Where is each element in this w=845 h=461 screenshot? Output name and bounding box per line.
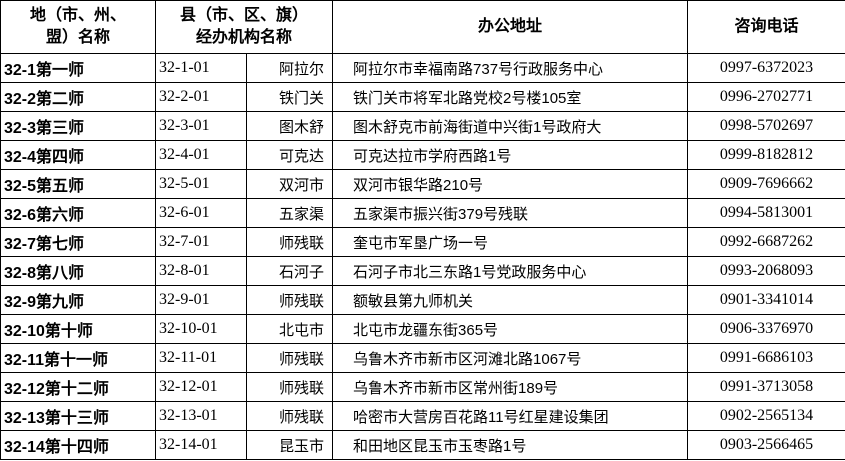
address-cell: 铁门关市将军北路党校2号楼105室 xyxy=(332,82,689,112)
address-cell: 乌鲁木齐市新市区河滩北路1067号 xyxy=(332,343,689,373)
region-cell: 32-7第七师 xyxy=(0,227,156,257)
code-cell: 32-14-01 xyxy=(155,430,247,460)
phone-cell: 0903-2566465 xyxy=(687,430,845,460)
table-row: 32-13第十三师 32-13-01 师残联 哈密市大营房百花路11号红星建设集团 09… xyxy=(0,401,845,431)
code-cell: 32-1-01 xyxy=(155,53,247,83)
agency-cell: 师残联 xyxy=(245,401,334,431)
header-region: 地（市、州、 盟）名称 xyxy=(0,0,156,54)
agency-cell: 师残联 xyxy=(245,372,334,402)
table-row: 32-11第十一师 32-11-01 师残联 乌鲁木齐市新市区河滩北路1067号 099… xyxy=(0,343,845,373)
agency-cell: 师残联 xyxy=(245,227,334,257)
header-address: 办公地址 xyxy=(332,0,689,54)
agency-cell: 图木舒 xyxy=(245,111,334,141)
agency-cell: 师残联 xyxy=(245,285,334,315)
table-row: 32-7第七师 32-7-01 师残联 奎屯市军垦广场一号 0992-6687262 xyxy=(0,227,845,257)
phone-cell: 0991-6686103 xyxy=(687,343,845,373)
region-cell: 32-5第五师 xyxy=(0,169,156,199)
region-cell: 32-14第十四师 xyxy=(0,430,156,460)
agency-cell: 北屯市 xyxy=(245,314,334,344)
region-cell: 32-6第六师 xyxy=(0,198,156,228)
region-cell: 32-10第十师 xyxy=(0,314,156,344)
phone-cell: 0992-6687262 xyxy=(687,227,845,257)
table-row: 32-4第四师 32-4-01 可克达 可克达拉市学府西路1号 0999-8182812 xyxy=(0,140,845,170)
header-row: 地（市、州、 盟）名称 县（市、区、旗） 经办机构名称 办公地址 咨询电话 xyxy=(0,0,845,54)
phone-cell: 0996-2702771 xyxy=(687,82,845,112)
phone-cell: 0998-5702697 xyxy=(687,111,845,141)
table-row: 32-2第二师 32-2-01 铁门关 铁门关市将军北路党校2号楼105室 0996-2… xyxy=(0,82,845,112)
region-cell: 32-1第一师 xyxy=(0,53,156,83)
code-cell: 32-10-01 xyxy=(155,314,247,344)
phone-cell: 0909-7696662 xyxy=(687,169,845,199)
code-cell: 32-9-01 xyxy=(155,285,247,315)
region-cell: 32-12第十二师 xyxy=(0,372,156,402)
table-row: 32-3第三师 32-3-01 图木舒 图木舒克市前海街道中兴街1号政府大 0998-5… xyxy=(0,111,845,141)
region-cell: 32-3第三师 xyxy=(0,111,156,141)
code-cell: 32-4-01 xyxy=(155,140,247,170)
agency-cell: 五家渠 xyxy=(245,198,334,228)
address-cell: 图木舒克市前海街道中兴街1号政府大 xyxy=(332,111,689,141)
table-row: 32-1第一师 32-1-01 阿拉尔 阿拉尔市幸福南路737号行政服务中心 0997-… xyxy=(0,53,845,83)
agency-cell: 可克达 xyxy=(245,140,334,170)
address-cell: 双河市银华路210号 xyxy=(332,169,689,199)
phone-cell: 0999-8182812 xyxy=(687,140,845,170)
phone-cell: 0991-3713058 xyxy=(687,372,845,402)
phone-cell: 0902-2565134 xyxy=(687,401,845,431)
phone-cell: 0901-3341014 xyxy=(687,285,845,315)
agency-cell: 师残联 xyxy=(245,343,334,373)
code-cell: 32-7-01 xyxy=(155,227,247,257)
address-cell: 哈密市大营房百花路11号红星建设集团 xyxy=(332,401,689,431)
region-cell: 32-4第四师 xyxy=(0,140,156,170)
address-cell: 北屯市龙疆东街365号 xyxy=(332,314,689,344)
region-cell: 32-13第十三师 xyxy=(0,401,156,431)
code-cell: 32-2-01 xyxy=(155,82,247,112)
code-cell: 32-6-01 xyxy=(155,198,247,228)
code-cell: 32-8-01 xyxy=(155,256,247,286)
agency-cell: 石河子 xyxy=(245,256,334,286)
header-phone: 咨询电话 xyxy=(687,0,845,54)
region-cell: 32-8第八师 xyxy=(0,256,156,286)
table-row: 32-5第五师 32-5-01 双河市 双河市银华路210号 0909-7696662 xyxy=(0,169,845,199)
table-row: 32-12第十二师 32-12-01 师残联 乌鲁木齐市新市区常州街189号 0991-… xyxy=(0,372,845,402)
agency-cell: 昆玉市 xyxy=(245,430,334,460)
code-cell: 32-3-01 xyxy=(155,111,247,141)
table-row: 32-8第八师 32-8-01 石河子 石河子市北三东路1号党政服务中心 0993-20… xyxy=(0,256,845,286)
code-cell: 32-13-01 xyxy=(155,401,247,431)
table-row: 32-9第九师 32-9-01 师残联 额敏县第九师机关 0901-3341014 xyxy=(0,285,845,315)
phone-cell: 0997-6372023 xyxy=(687,53,845,83)
address-cell: 可克达拉市学府西路1号 xyxy=(332,140,689,170)
agency-cell: 双河市 xyxy=(245,169,334,199)
code-cell: 32-12-01 xyxy=(155,372,247,402)
code-cell: 32-5-01 xyxy=(155,169,247,199)
header-county-agency: 县（市、区、旗） 经办机构名称 xyxy=(154,0,334,54)
agency-cell: 铁门关 xyxy=(245,82,334,112)
region-cell: 32-2第二师 xyxy=(0,82,156,112)
address-cell: 石河子市北三东路1号党政服务中心 xyxy=(332,256,689,286)
phone-cell: 0906-3376970 xyxy=(687,314,845,344)
address-cell: 奎屯市军垦广场一号 xyxy=(332,227,689,257)
address-cell: 和田地区昆玉市玉枣路1号 xyxy=(332,430,689,460)
table-row: 32-10第十师 32-10-01 北屯市 北屯市龙疆东街365号 0906-33769… xyxy=(0,314,845,344)
phone-cell: 0994-5813001 xyxy=(687,198,845,228)
phone-cell: 0993-2068093 xyxy=(687,256,845,286)
code-cell: 32-11-01 xyxy=(155,343,247,373)
address-cell: 乌鲁木齐市新市区常州街189号 xyxy=(332,372,689,402)
address-cell: 五家渠市振兴街379号残联 xyxy=(332,198,689,228)
address-cell: 额敏县第九师机关 xyxy=(332,285,689,315)
agency-cell: 阿拉尔 xyxy=(245,53,334,83)
region-cell: 32-11第十一师 xyxy=(0,343,156,373)
address-cell: 阿拉尔市幸福南路737号行政服务中心 xyxy=(332,53,689,83)
table-row: 32-14第十四师 32-14-01 昆玉市 和田地区昆玉市玉枣路1号 0903-256… xyxy=(0,430,845,460)
table-row: 32-6第六师 32-6-01 五家渠 五家渠市振兴街379号残联 0994-58130… xyxy=(0,198,845,228)
region-cell: 32-9第九师 xyxy=(0,285,156,315)
